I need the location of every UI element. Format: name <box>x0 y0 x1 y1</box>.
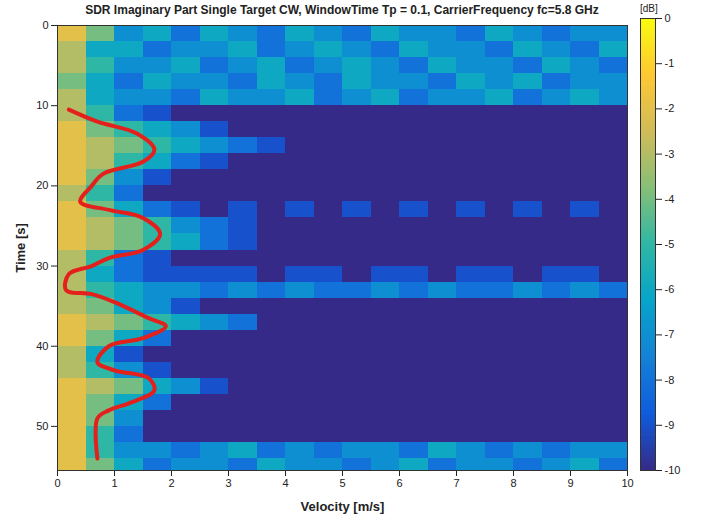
svg-text:-8: -8 <box>665 374 675 386</box>
html-text:[dB]: [dB] <box>640 3 658 14</box>
svg-text:-6: -6 <box>665 283 675 295</box>
svg-text:-1: -1 <box>665 57 675 69</box>
svg-text:-10: -10 <box>665 464 681 476</box>
svg-text:-9: -9 <box>665 419 675 431</box>
svg-text:3: 3 <box>225 477 231 489</box>
svg-text:50: 50 <box>36 420 48 432</box>
svg-text:0: 0 <box>54 477 60 489</box>
svg-text:7: 7 <box>453 477 459 489</box>
svg-text:30: 30 <box>36 260 48 272</box>
svg-text:-5: -5 <box>665 238 675 250</box>
svg-text:8: 8 <box>510 477 516 489</box>
svg-text:40: 40 <box>36 340 48 352</box>
svg-text:9: 9 <box>567 477 573 489</box>
svg-text:4: 4 <box>282 477 288 489</box>
svg-text:Velocity [m/s]: Velocity [m/s] <box>301 499 385 514</box>
svg-text:0: 0 <box>665 12 671 24</box>
svg-text:10: 10 <box>36 99 48 111</box>
svg-text:0: 0 <box>42 19 48 31</box>
svg-text:2: 2 <box>168 477 174 489</box>
svg-text:10: 10 <box>621 477 633 489</box>
html-text:SDR Imaginary Part Single Targ: SDR Imaginary Part Single Target CW, Win… <box>85 3 599 17</box>
svg-text:20: 20 <box>36 179 48 191</box>
svg-text:-7: -7 <box>665 328 675 340</box>
svg-text:6: 6 <box>396 477 402 489</box>
svg-text:5: 5 <box>339 477 345 489</box>
svg-text:Time [s]: Time [s] <box>13 223 28 273</box>
svg-text:-3: -3 <box>665 148 675 160</box>
svg-text:-2: -2 <box>665 102 675 114</box>
svg-text:-4: -4 <box>665 193 675 205</box>
svg-text:1: 1 <box>111 477 117 489</box>
